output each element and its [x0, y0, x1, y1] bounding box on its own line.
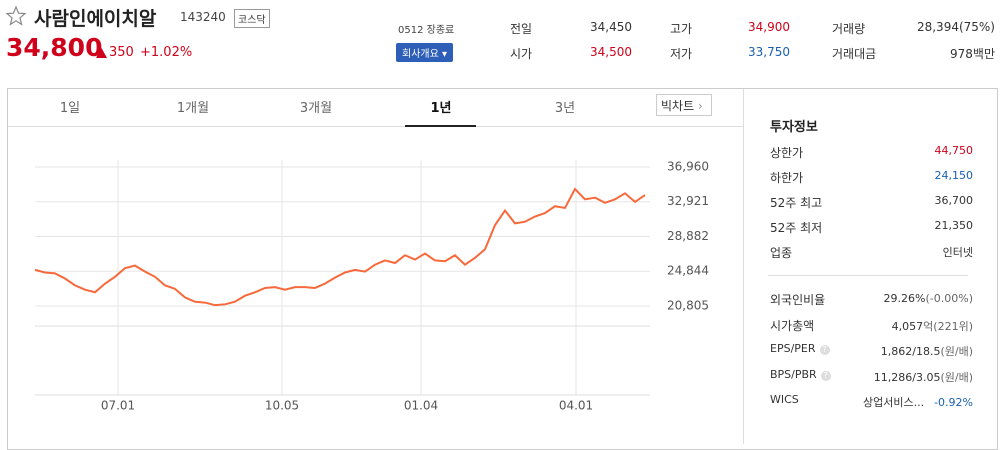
market-badge: 코스닥	[234, 9, 270, 28]
info-label: 외국인비율	[770, 293, 826, 307]
info-label: BPS/PBR?	[770, 368, 831, 381]
bigchart-button[interactable]: 빅차트 ›	[656, 94, 712, 116]
info-value-row: 11,286/3.05(원/배)	[874, 369, 973, 385]
stock-name: 사람인에이치알	[34, 8, 157, 30]
info-value: 24,150	[934, 169, 974, 182]
info-value-row: 상업서비스... -0.92%	[863, 394, 973, 410]
info-value-row: 4,057억(221위)	[892, 318, 973, 334]
info-value: 36,700	[934, 194, 974, 207]
market-status: 0512 장종료	[398, 25, 455, 36]
info-label: 52주 최저	[770, 221, 823, 235]
info-value: 인터넷	[942, 246, 973, 259]
quote-value: 34,450	[590, 20, 632, 34]
company-button[interactable]: 회사개요 ▾	[396, 43, 454, 62]
stock-code: 143240	[180, 10, 226, 24]
help-icon[interactable]: ?	[819, 345, 830, 355]
info-label: 52주 최고	[770, 196, 823, 210]
info-value: 21,350	[934, 219, 974, 232]
info-value-row: 29.26%(-0.00%)	[884, 292, 973, 305]
info-value-row: 1,862/18.5(원/배)	[881, 343, 973, 359]
x-tick-label: 04.01	[559, 399, 593, 413]
period-tab[interactable]: 3개월	[299, 101, 333, 116]
info-value: 11,286/3.05	[873, 370, 941, 384]
quote-value: 34,500	[590, 45, 632, 59]
divider	[743, 89, 744, 444]
info-value: 1,862/18.5	[880, 345, 941, 358]
quote-label: 거래량	[832, 22, 866, 36]
info-label: 상한가	[770, 146, 804, 160]
active-tab-underline	[405, 125, 476, 127]
company-button-label: 회사개요	[402, 49, 439, 60]
period-tab[interactable]: 3년	[554, 101, 576, 116]
info-value: 44,750	[934, 144, 974, 157]
favorite-star[interactable]	[6, 6, 26, 26]
info-label: 하한가	[770, 171, 804, 185]
info-label: 시가총액	[770, 318, 815, 333]
info-label: WICS	[770, 393, 799, 406]
bigchart-label: 빅차트	[661, 99, 695, 113]
x-tick-label: 07.01	[101, 399, 135, 413]
info-sub: (원/배)	[940, 345, 973, 358]
info-label: EPS/PER?	[770, 342, 830, 355]
quote-label: 고가	[670, 22, 693, 36]
info-label: 업종	[770, 246, 793, 260]
info-sub: 억(221위)	[923, 319, 973, 333]
tab-line	[8, 126, 743, 127]
change-rate: +1.02%	[140, 45, 193, 60]
quote-label: 저가	[670, 47, 693, 61]
info-value: 29.26%	[883, 292, 926, 305]
quote-value: 33,750	[748, 45, 790, 59]
period-tab[interactable]: 1년	[430, 101, 452, 116]
info-value: 4,057	[891, 319, 924, 333]
help-icon[interactable]: ?	[820, 370, 831, 381]
period-tab[interactable]: 1개월	[176, 101, 210, 116]
y-tick-label: 36,960	[667, 159, 709, 173]
info-sub: -0.92%	[934, 396, 973, 409]
price-change: 350	[109, 45, 134, 60]
quote-label: 시가	[510, 47, 533, 61]
info-title: 투자정보	[770, 120, 818, 135]
info-divider	[768, 275, 968, 276]
period-tab[interactable]: 1일	[59, 101, 81, 116]
y-tick-label: 32,921	[667, 194, 709, 208]
price-line	[34, 187, 646, 307]
quote-value: 34,900	[748, 20, 790, 34]
y-tick-label: 28,882	[667, 229, 709, 243]
x-tick-label: 01.04	[404, 399, 438, 413]
y-tick-label: 20,805	[667, 298, 709, 312]
info-sub: (원/배)	[940, 370, 973, 384]
quote-value: 978백만	[950, 47, 995, 61]
quote-label: 전일	[510, 22, 533, 36]
info-sub: (-0.00%)	[925, 292, 974, 305]
quote-label: 거래대금	[832, 47, 877, 61]
x-tick-label: 10.05	[265, 399, 299, 413]
up-arrow	[96, 48, 107, 58]
quote-value: 28,394(75%)	[916, 20, 995, 34]
info-value: 상업서비스...	[862, 396, 925, 409]
y-tick-label: 24,844	[667, 264, 709, 278]
price-chart: 36,960 32,921 28,882 24,844 20,805 07.01 10.05…	[34, 159, 709, 413]
current-price: 34,800	[6, 33, 103, 62]
